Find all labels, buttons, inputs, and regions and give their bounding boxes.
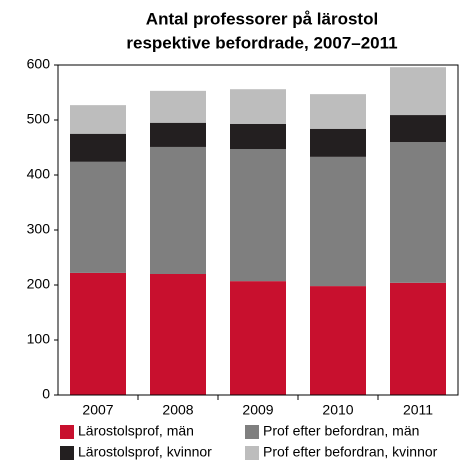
- bar-segment: [70, 105, 126, 134]
- bar-segment: [230, 89, 286, 124]
- x-tick-label: 2010: [322, 402, 353, 418]
- bar-segment: [70, 161, 126, 273]
- chart-title: Antal professorer på lärostol: [146, 9, 378, 28]
- legend-label: Lärostolsprof, män: [78, 423, 194, 439]
- y-tick-label: 100: [27, 331, 51, 347]
- x-tick-label: 2008: [162, 402, 193, 418]
- bar-segment: [230, 123, 286, 150]
- x-tick-label: 2011: [403, 402, 433, 418]
- bar-segment: [390, 282, 446, 395]
- bar-segment: [230, 281, 286, 395]
- x-tick-label: 2007: [82, 402, 113, 418]
- y-tick-label: 400: [27, 166, 51, 182]
- legend-swatch: [60, 425, 74, 439]
- y-tick-label: 0: [42, 386, 50, 402]
- y-tick-label: 200: [27, 276, 51, 292]
- legend-label: Prof efter befordran, män: [263, 423, 419, 439]
- legend-label: Prof efter befordran, kvinnor: [263, 444, 438, 460]
- bar-segment: [390, 142, 446, 283]
- legend-swatch: [60, 446, 74, 460]
- bar-segment: [150, 146, 206, 274]
- y-tick-label: 300: [27, 221, 51, 237]
- bar-segment: [310, 94, 366, 129]
- bar-segment: [70, 272, 126, 395]
- bar-segment: [390, 115, 446, 142]
- legend-swatch: [245, 425, 259, 439]
- legend-label: Lärostolsprof, kvinnor: [78, 444, 212, 460]
- y-tick-label: 600: [27, 56, 51, 72]
- bar-segment: [390, 67, 446, 116]
- bar-segment: [310, 286, 366, 395]
- bar-segment: [230, 149, 286, 282]
- bar-segment: [150, 274, 206, 395]
- x-tick-label: 2009: [242, 402, 273, 418]
- bar-segment: [150, 90, 206, 123]
- chart-subtitle: respektive befordrade, 2007–2011: [126, 33, 397, 52]
- y-tick-label: 500: [27, 111, 51, 127]
- bar-segment: [310, 128, 366, 157]
- bar-segment: [310, 156, 366, 287]
- plot-frame: [57, 64, 459, 396]
- bar-segment: [70, 133, 126, 162]
- legend-swatch: [245, 446, 259, 460]
- bar-segment: [150, 122, 206, 147]
